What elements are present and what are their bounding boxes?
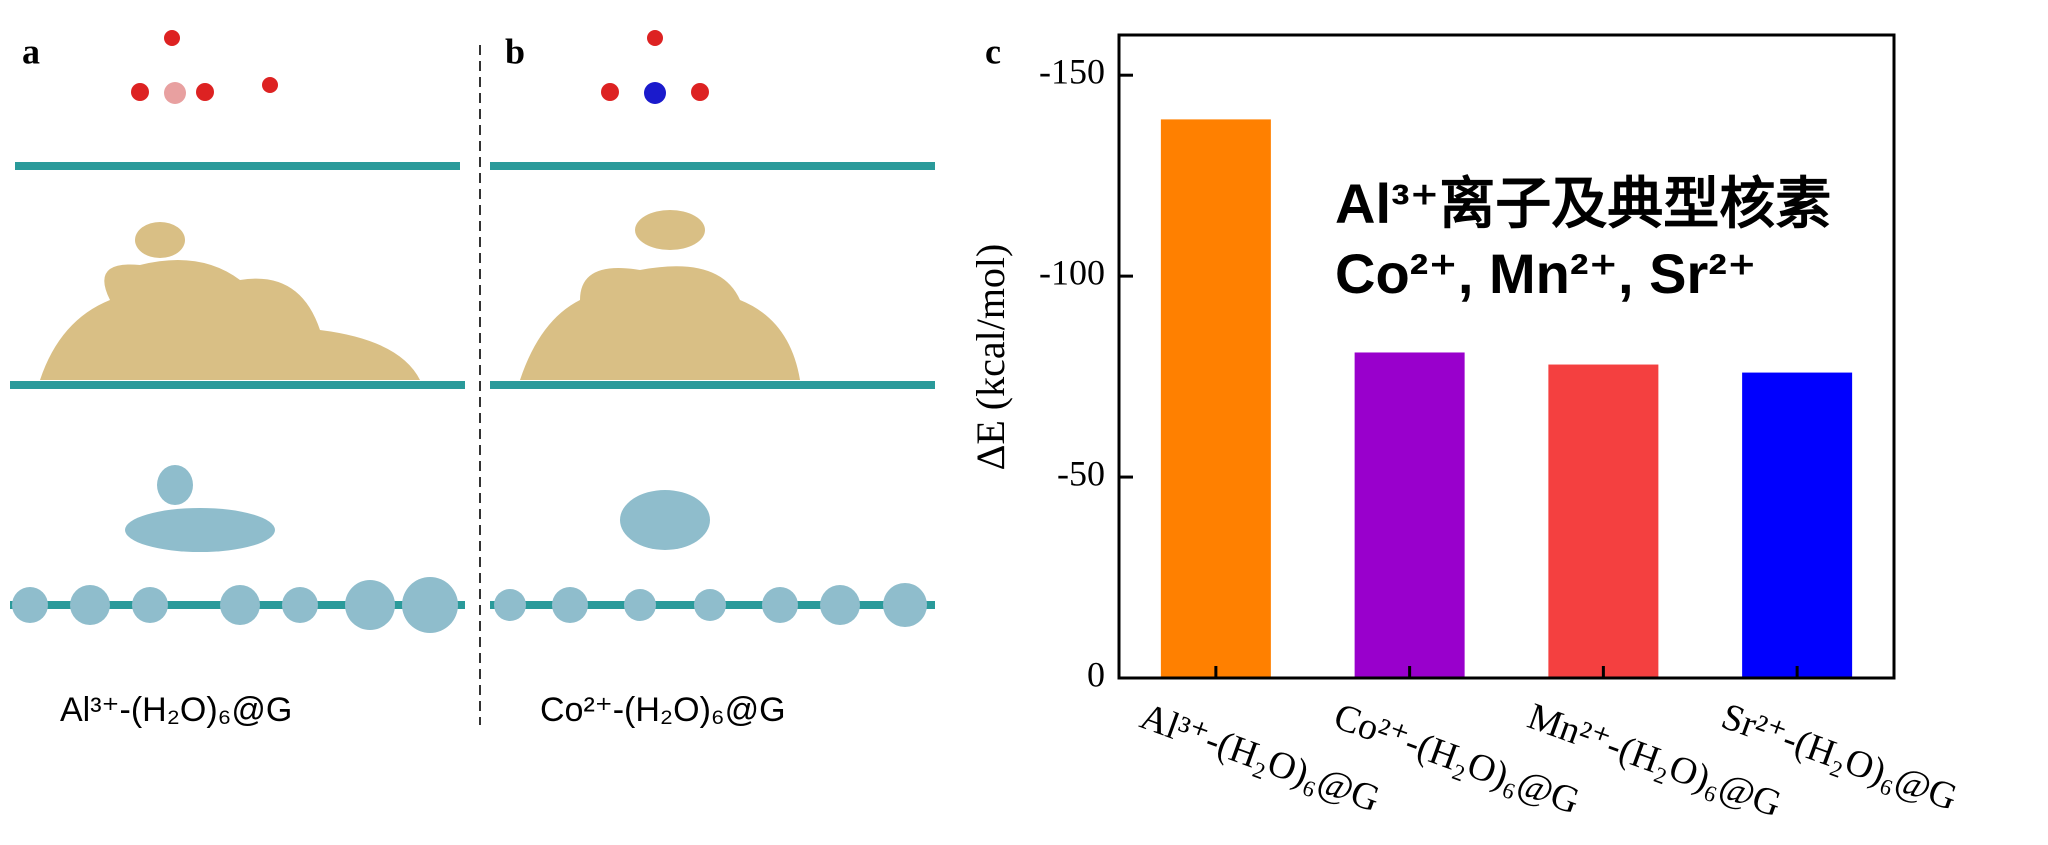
y-tick-label: -150 [1039, 51, 1105, 91]
bar [1548, 364, 1659, 678]
molecule-art [10, 30, 935, 725]
plot-frame [1117, 33, 1896, 680]
panel-label: a [22, 31, 40, 71]
panel-caption: Co²⁺-(H₂O)₆@G [540, 691, 786, 729]
y-tick-label: -50 [1057, 453, 1105, 493]
bar [1160, 119, 1271, 679]
bar [1354, 352, 1465, 678]
bar [1742, 372, 1853, 678]
annotation: Al³⁺离子及典型核素 [1335, 172, 1831, 235]
y-axis-label: ΔE (kcal/mol) [968, 244, 1013, 471]
y-tick-label: -100 [1039, 252, 1105, 292]
y-tick-label: 0 [1087, 654, 1105, 694]
panel-caption: Al³⁺-(H₂O)₆@G [60, 691, 292, 729]
panel-label: c [985, 31, 1001, 71]
panel-label: b [505, 31, 525, 71]
annotation: Co²⁺, Mn²⁺, Sr²⁺ [1335, 242, 1757, 305]
